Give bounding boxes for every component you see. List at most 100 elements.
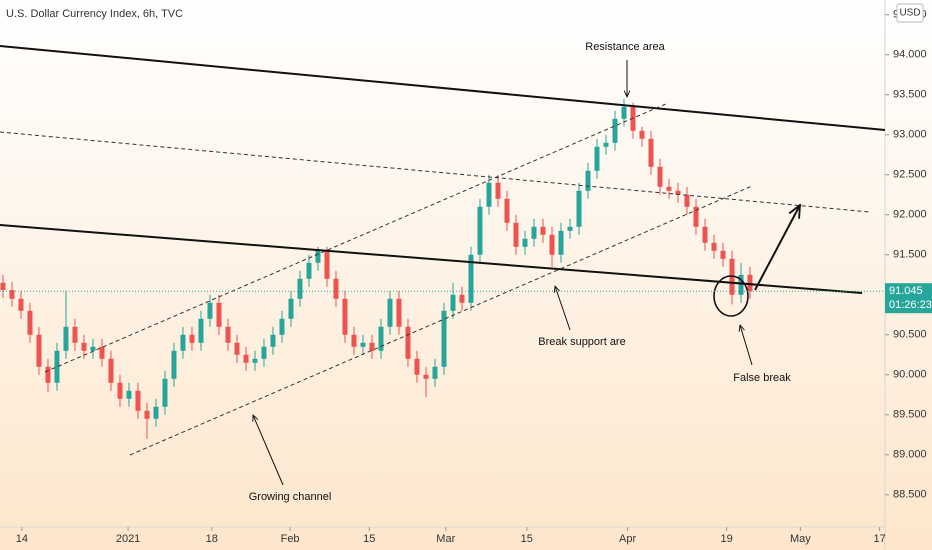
candle-body <box>333 278 339 299</box>
candle-body <box>675 190 681 195</box>
candle-body <box>405 326 411 359</box>
candle-body <box>225 326 231 343</box>
candle-body <box>216 302 222 327</box>
y-tick-label: 89.000 <box>893 449 927 461</box>
false-break-arrow <box>740 325 753 366</box>
x-tick-label: 15 <box>363 533 375 545</box>
candle-body <box>270 334 276 347</box>
candle-body <box>135 390 141 411</box>
candle-body <box>396 298 402 327</box>
candle-body <box>522 238 528 247</box>
candle-body <box>324 250 330 279</box>
y-tick-label: 88.500 <box>893 489 927 501</box>
candle-body <box>207 302 213 319</box>
y-tick-label: 90.500 <box>893 329 927 341</box>
channel-lower <box>129 185 753 456</box>
support-arrow <box>555 286 571 331</box>
chart-title: U.S. Dollar Currency Index, 6h, TVC <box>6 8 183 20</box>
false-break-circle <box>713 275 749 317</box>
candle-body <box>36 334 42 367</box>
candle-body <box>432 366 438 379</box>
candles <box>0 98 753 439</box>
candle-body <box>126 390 132 399</box>
candle-body <box>684 194 690 207</box>
x-tick-label: 19 <box>720 533 732 545</box>
candle-body <box>747 274 753 292</box>
candle-body <box>351 334 357 347</box>
candle-body <box>468 254 474 303</box>
last-price-label: 91.045 <box>889 285 923 297</box>
candle-body <box>243 354 249 363</box>
candle-body <box>63 326 69 351</box>
candle-body <box>306 262 312 279</box>
y-tick-label: 90.000 <box>893 369 927 381</box>
candle-body <box>702 226 708 243</box>
candle-body <box>369 342 375 351</box>
candle-body <box>648 138 654 167</box>
candle-body <box>540 226 546 235</box>
candle-body <box>558 230 564 255</box>
candle-body <box>342 298 348 335</box>
candle-body <box>585 170 591 191</box>
countdown-label: 01:26:23 <box>889 299 932 311</box>
y-tick-label: 93.500 <box>893 89 927 101</box>
candle-body <box>162 378 168 407</box>
candle-body <box>198 318 204 343</box>
candle-body <box>459 294 465 303</box>
annotation: Break support are <box>538 336 625 348</box>
candle-body <box>531 226 537 239</box>
x-tick-label: Feb <box>281 533 300 545</box>
y-tick-label: 89.500 <box>893 409 927 421</box>
candle-body <box>99 346 105 359</box>
candle-body <box>441 310 447 367</box>
drawings <box>0 45 886 486</box>
x-tick-label: 14 <box>16 533 28 545</box>
candle-body <box>513 222 519 247</box>
candle-body <box>72 326 78 343</box>
candle-body <box>630 106 636 131</box>
candle-body <box>594 146 600 171</box>
candle-body <box>666 186 672 191</box>
candle-body <box>603 142 609 147</box>
candle-body <box>576 190 582 227</box>
candle-body <box>450 294 456 311</box>
candle-body <box>315 250 321 263</box>
candle-body <box>0 282 6 290</box>
last-price-box <box>885 283 932 314</box>
y-tick-label: 92.000 <box>893 209 927 221</box>
candle-body <box>621 106 627 119</box>
candle-body <box>171 350 177 379</box>
y-tick-label: 94.000 <box>893 49 927 61</box>
candle-body <box>387 298 393 327</box>
candle-body <box>180 334 186 351</box>
annotation: False break <box>733 372 791 384</box>
candle-body <box>90 346 96 351</box>
x-tick-label: Mar <box>436 533 455 545</box>
candle-body <box>54 350 60 383</box>
candle-body <box>486 182 492 207</box>
candle-body <box>153 406 159 419</box>
candle-body <box>612 118 618 143</box>
candle-body <box>81 342 87 351</box>
candle-body <box>117 382 123 399</box>
x-tick-label: 17 <box>873 533 885 545</box>
y-tick-label: 92.500 <box>893 169 927 181</box>
candle-body <box>45 366 51 383</box>
annotation: Growing channel <box>249 491 332 503</box>
annotation: Resistance area <box>585 41 665 53</box>
candle-body <box>639 130 645 139</box>
candle-body <box>252 358 258 363</box>
candle-body <box>9 290 15 299</box>
candle-body <box>711 242 717 251</box>
y-tick-label: 91.500 <box>893 249 927 261</box>
y-tick-label: 93.000 <box>893 129 927 141</box>
candle-body <box>693 206 699 227</box>
channel-arrow <box>253 415 284 486</box>
x-tick-label: 2021 <box>116 533 140 545</box>
candle-body <box>477 206 483 255</box>
candle-body <box>288 298 294 319</box>
candle-body <box>378 326 384 351</box>
candle-body <box>189 334 195 343</box>
dashed-line <box>0 131 871 213</box>
candle-body <box>738 274 744 295</box>
